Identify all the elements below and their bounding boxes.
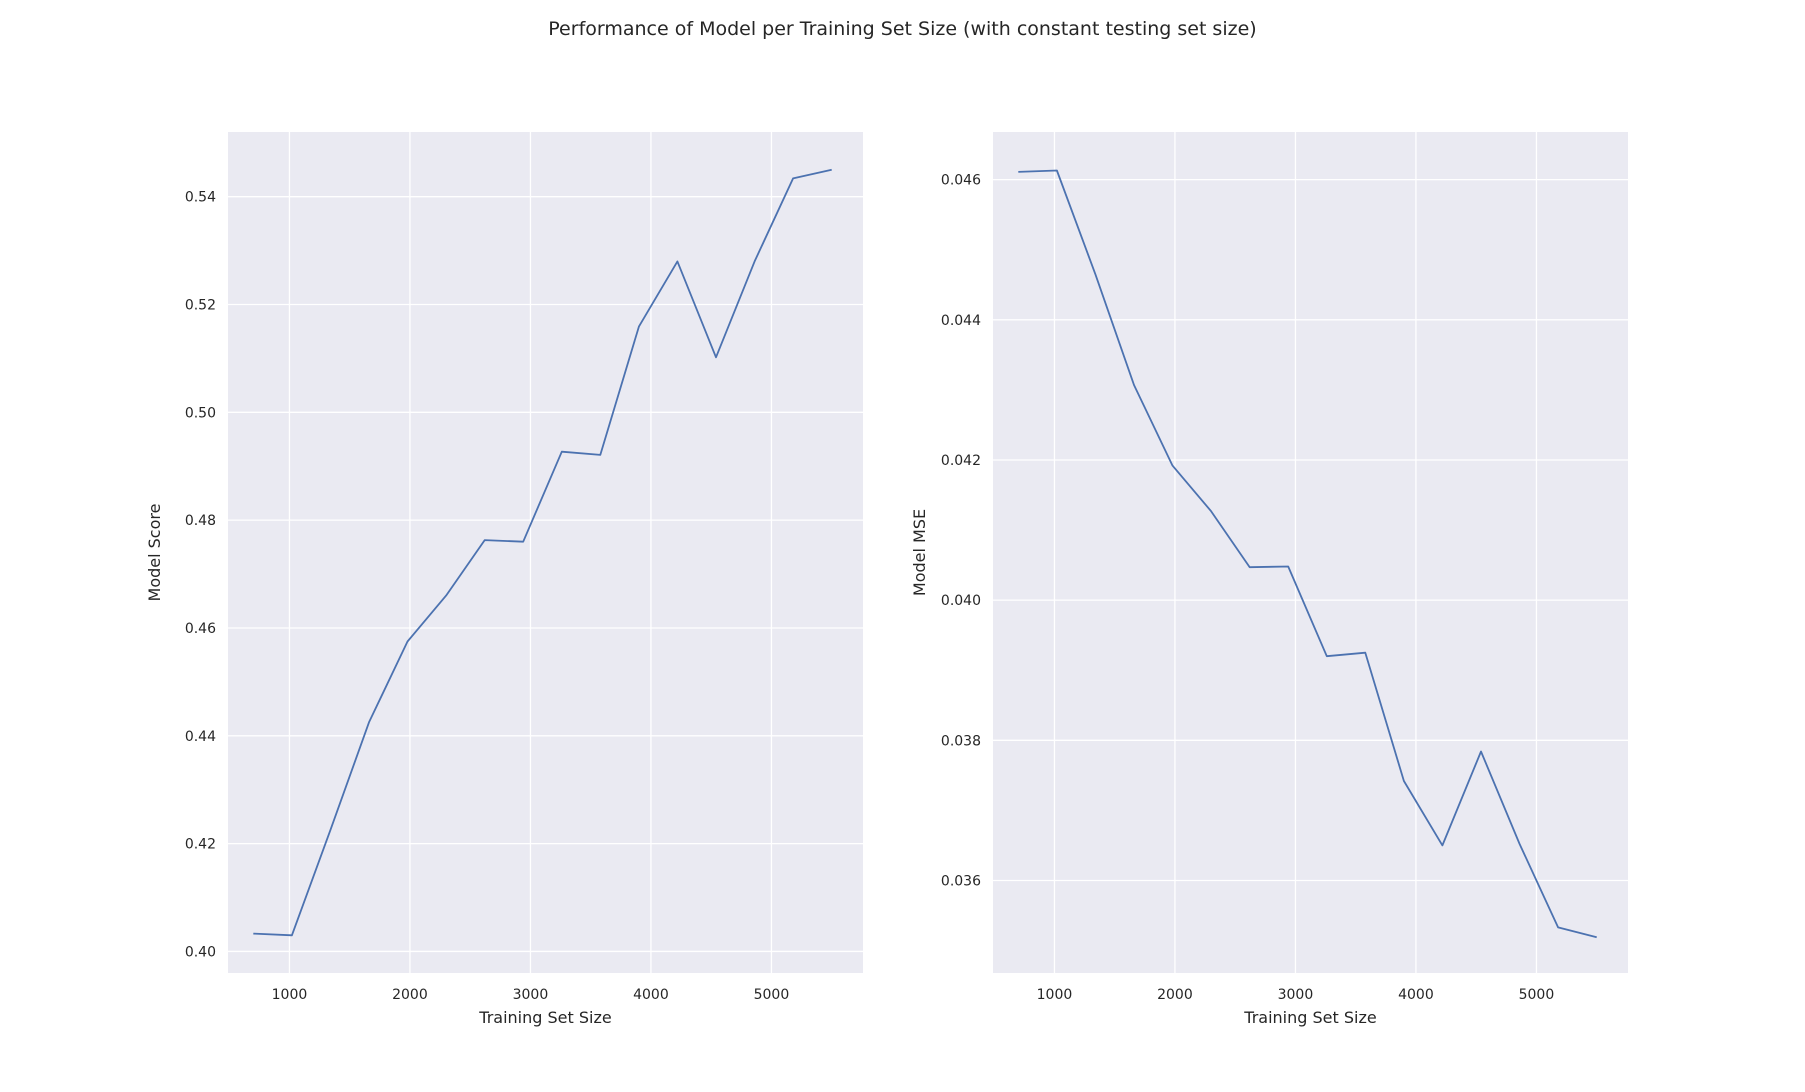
y-tick-label: 0.042 — [941, 453, 981, 469]
y-tick-label: 0.044 — [941, 313, 981, 329]
y-axis-label: Model Score — [145, 504, 164, 602]
x-tick-label: 2000 — [392, 987, 428, 1003]
y-tick-label: 0.038 — [941, 733, 981, 749]
figure-suptitle: Performance of Model per Training Set Si… — [548, 18, 1257, 40]
y-tick-label: 0.46 — [185, 621, 216, 637]
x-tick-label: 2000 — [1157, 987, 1193, 1003]
y-tick-label: 0.50 — [185, 405, 216, 421]
series-line — [1018, 169, 1597, 939]
y-tick-label: 0.40 — [185, 944, 216, 960]
y-tick-label: 0.48 — [185, 513, 216, 529]
x-tick-label: 5000 — [1519, 987, 1555, 1003]
y-tick-label: 0.42 — [185, 837, 216, 853]
x-tick-label: 4000 — [1398, 987, 1434, 1003]
x-tick-label: 3000 — [1278, 987, 1314, 1003]
x-tick-label: 1000 — [1037, 987, 1073, 1003]
plot-area — [993, 132, 1628, 973]
x-axis-label: Training Set Size — [478, 1008, 611, 1027]
plot-area — [228, 132, 863, 973]
y-tick-label: 0.44 — [185, 729, 216, 745]
x-axis-label: Training Set Size — [1243, 1008, 1376, 1027]
y-tick-label: 0.036 — [941, 873, 981, 889]
x-tick-label: 4000 — [633, 987, 669, 1003]
chart-mse: 1000 2000 3000 4000 5000 0.036 0.038 0.040 0.042… — [910, 132, 1628, 1027]
y-tick-label: 0.040 — [941, 593, 981, 609]
y-tick-label: 0.54 — [185, 190, 216, 206]
chart-score: 1000 2000 3000 4000 5000 0.40 0.42 0.44 0.46 0.48… — [145, 132, 863, 1027]
series-line — [253, 168, 832, 937]
x-tick-label: 5000 — [754, 987, 790, 1003]
y-axis-label: Model MSE — [910, 509, 929, 596]
x-tick-label: 1000 — [272, 987, 308, 1003]
x-tick-label: 3000 — [513, 987, 549, 1003]
y-tick-label: 0.046 — [941, 173, 981, 189]
y-tick-label: 0.52 — [185, 298, 216, 314]
